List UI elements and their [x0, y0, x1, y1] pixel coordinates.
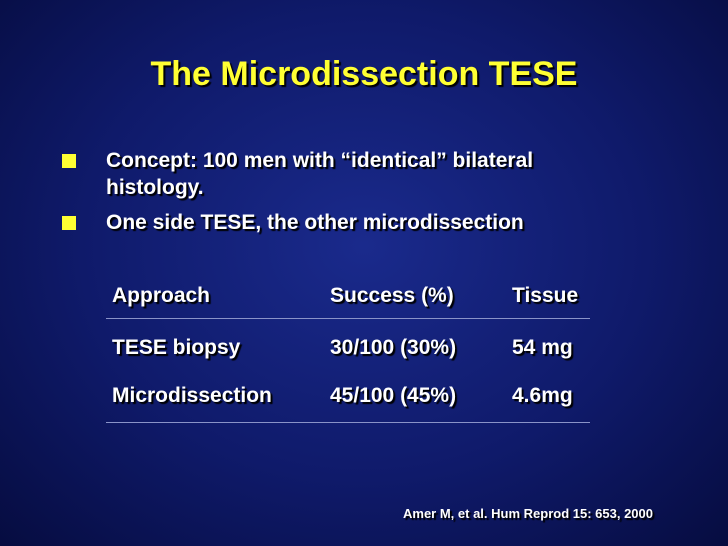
table-rule [106, 318, 590, 319]
table-cell: 30/100 (30%) [330, 336, 457, 359]
table-cell: 4.6mg [512, 384, 573, 407]
table-cell: TESE biopsy [112, 336, 241, 359]
table-cell: 45/100 (45%) [330, 384, 457, 407]
bullet-icon [62, 216, 76, 230]
bullet: One side TESE, the other microdissection [106, 211, 524, 234]
table-cell: Microdissection [112, 384, 272, 407]
table-rule [106, 422, 590, 423]
header-cell: Approach [112, 284, 211, 307]
header-cell: Tissue [512, 284, 579, 307]
bullet-icon [62, 154, 76, 168]
citation: Amer M, et al. Hum Reprod 15: 653, 2000 [403, 506, 653, 521]
bullet: Concept: 100 men with “identical” bilate… [106, 149, 534, 199]
title: The Microdissection TESE [150, 55, 578, 93]
header-cell: Success (%) [330, 284, 454, 307]
table-cell: 54 mg [512, 336, 573, 359]
